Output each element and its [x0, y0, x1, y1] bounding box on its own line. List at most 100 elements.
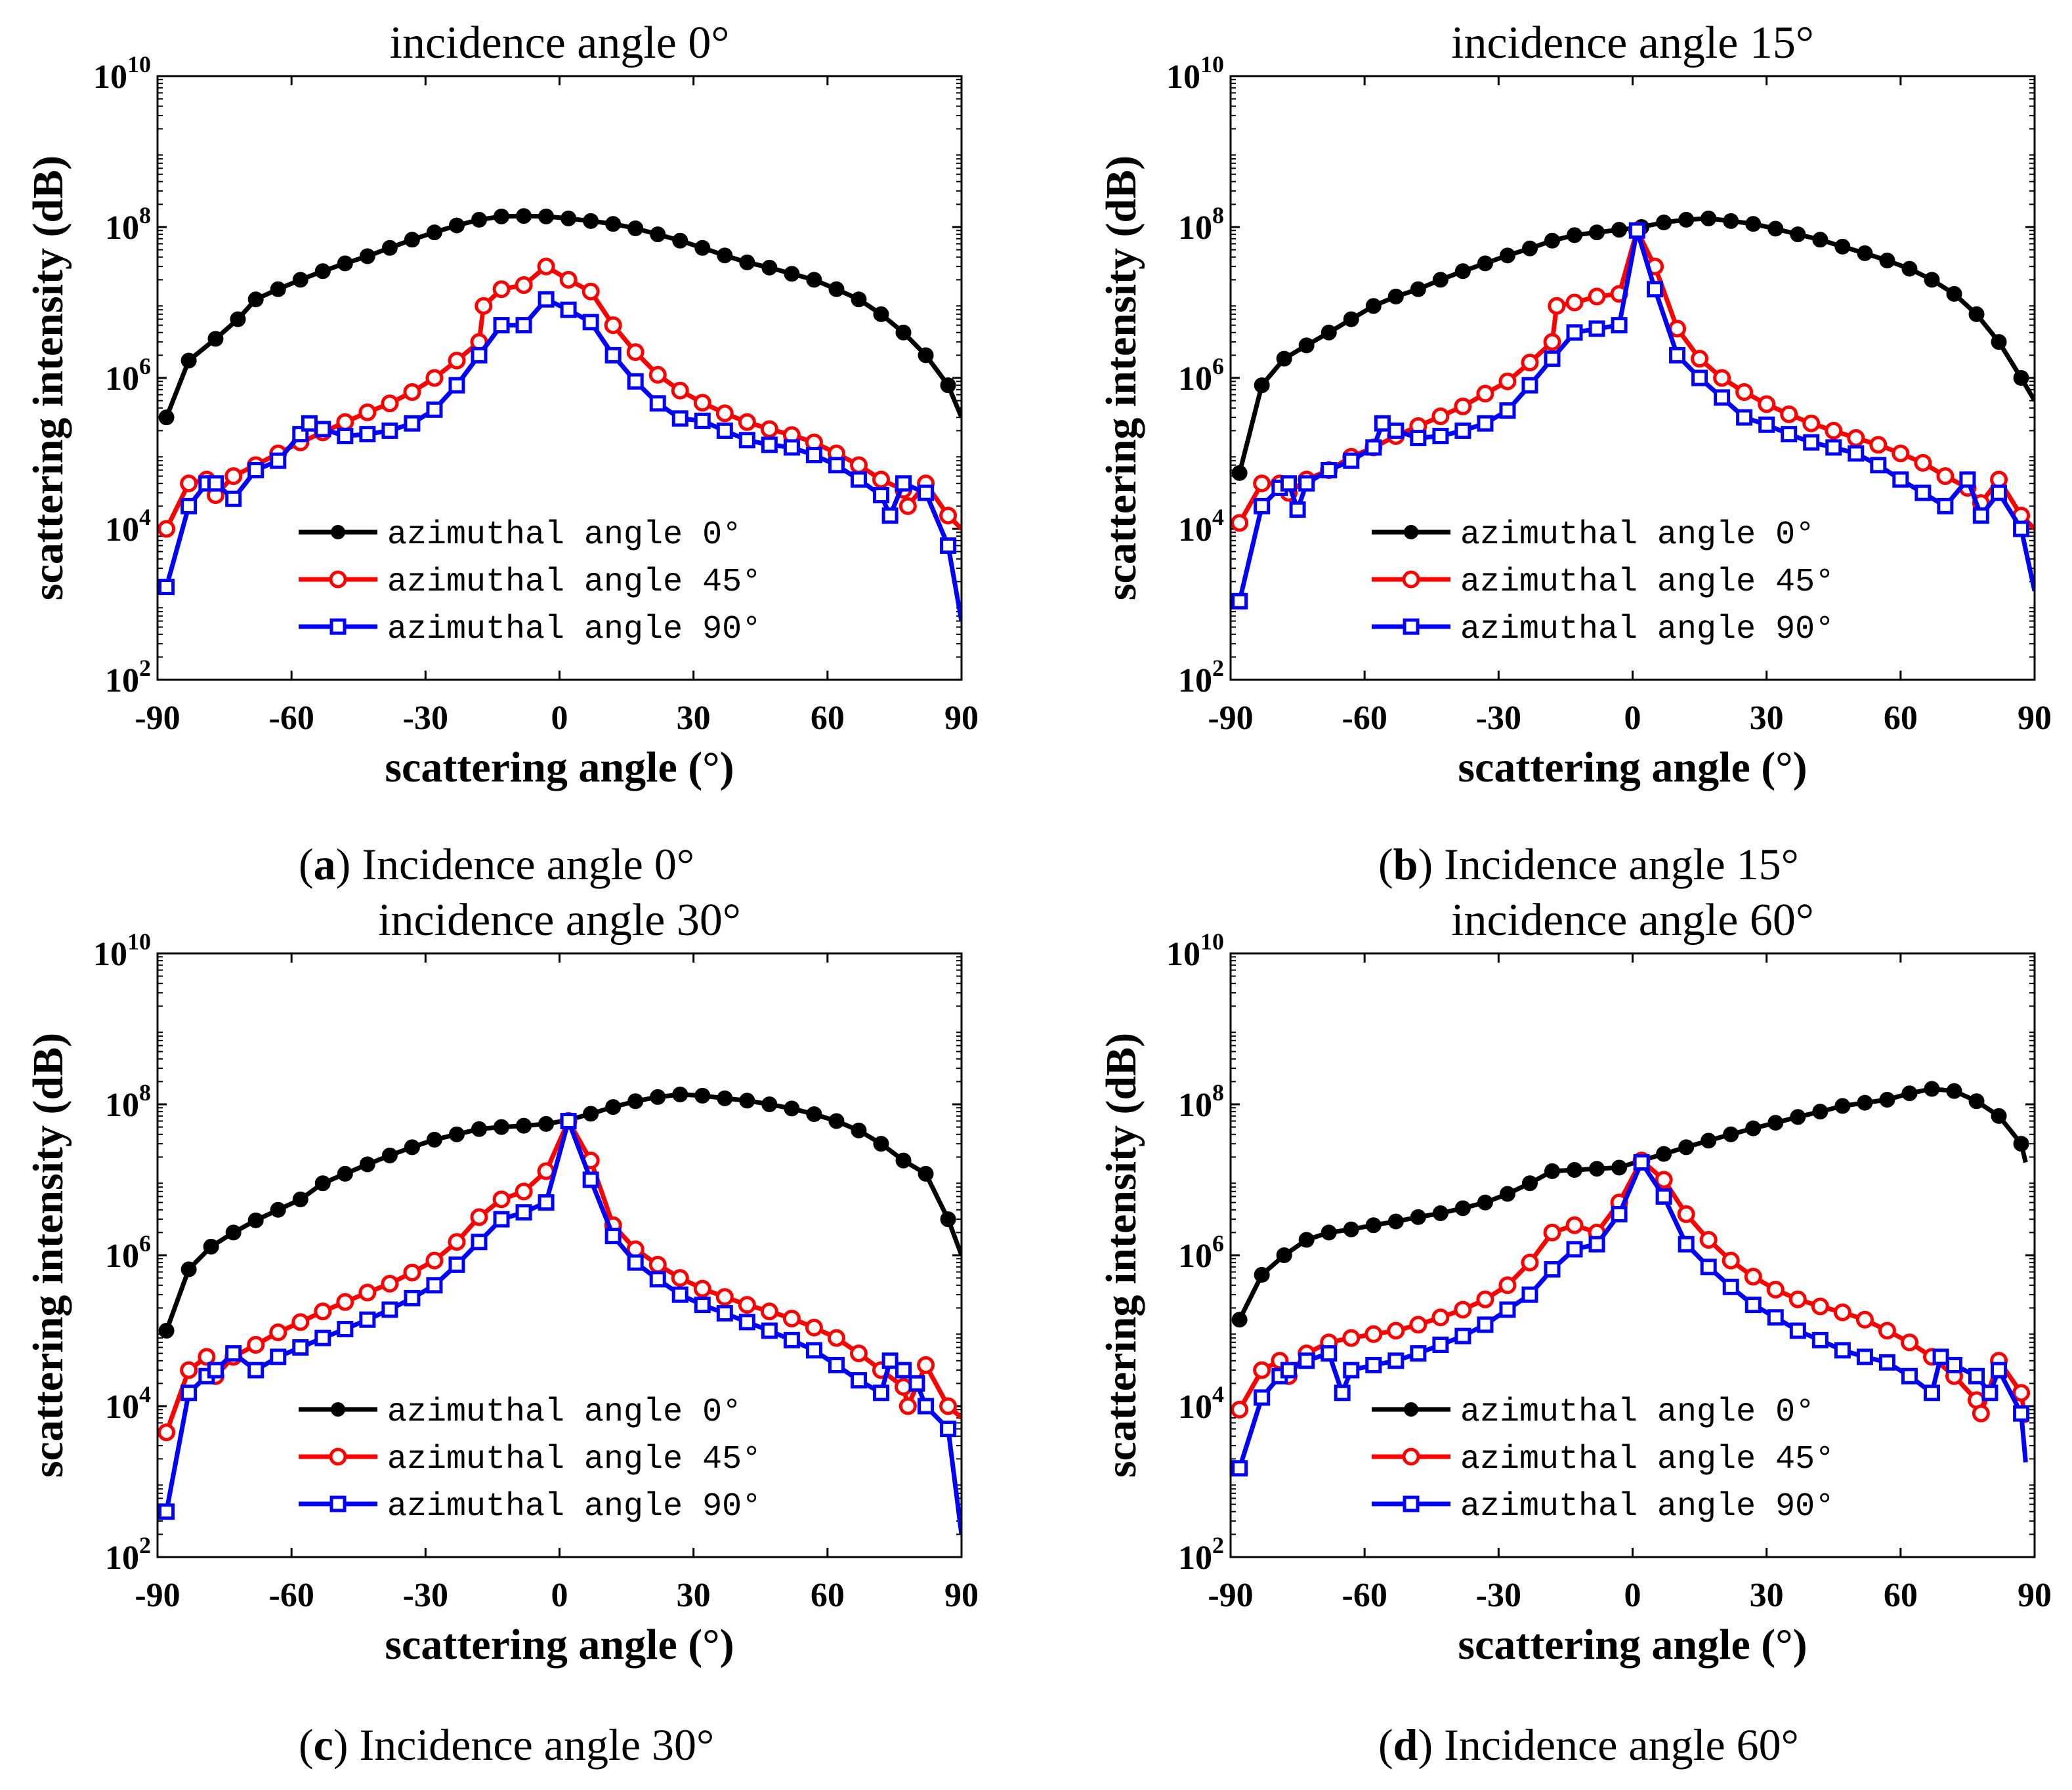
chart-panel-1: incidence angle 0° -90 -60 -30 0 30 60 90 102 104… — [24, 18, 979, 791]
data-point — [1968, 1367, 1985, 1384]
data-point — [672, 232, 688, 249]
data-point — [1713, 369, 1731, 387]
x-tick-label: 0 — [1624, 1577, 1641, 1614]
data-point — [269, 1323, 287, 1342]
data-point — [1387, 1213, 1404, 1230]
series-line — [164, 1119, 962, 1434]
data-point — [805, 1342, 822, 1359]
data-point — [224, 467, 243, 486]
data-point — [381, 422, 398, 439]
data-point — [1431, 1308, 1450, 1327]
data-point — [1543, 1223, 1561, 1241]
data-point — [198, 1348, 216, 1366]
x-tick-label: -60 — [1342, 1577, 1387, 1614]
y-tick-label: 104 — [1178, 1381, 1224, 1426]
data-point — [783, 439, 800, 456]
data-point — [493, 1211, 510, 1228]
x-tick-label: 60 — [1884, 699, 1918, 737]
data-point — [448, 351, 466, 369]
data-point — [1432, 427, 1449, 444]
y-tick-label: 1010 — [93, 51, 151, 96]
data-point — [738, 432, 755, 449]
data-point — [1476, 385, 1494, 403]
subcaption-b: (b) Incidence angle 15° — [1378, 839, 1799, 889]
data-point — [605, 216, 622, 232]
data-point — [1834, 1098, 1851, 1114]
data-point — [1924, 272, 1940, 288]
data-point — [180, 352, 197, 369]
data-point — [1655, 1171, 1673, 1189]
data-point — [1499, 1301, 1516, 1318]
x-axis-label: scattering angle (°) — [1458, 1621, 1807, 1669]
x-tick-label: -30 — [1476, 1577, 1521, 1614]
series-az45 — [158, 1112, 962, 1442]
legend-label: azimuthal angle 90° — [387, 611, 761, 648]
data-point — [1946, 285, 1962, 302]
data-point — [1387, 422, 1405, 439]
data-point — [828, 281, 845, 297]
data-point — [314, 421, 331, 438]
data-point — [1611, 1205, 1628, 1222]
y-axis-label: scattering intensity (dB) — [24, 156, 72, 600]
data-point — [1611, 317, 1628, 334]
data-point — [493, 317, 510, 334]
legend-marker — [1404, 1402, 1418, 1417]
y-tick-label: 104 — [105, 1381, 151, 1426]
data-point — [270, 1348, 287, 1365]
data-point — [1544, 232, 1560, 249]
data-point — [1521, 377, 1538, 394]
data-point — [1544, 350, 1561, 367]
data-point — [1231, 1460, 1248, 1477]
data-point — [1766, 1280, 1785, 1299]
data-point — [828, 1113, 845, 1129]
legend-label: azimuthal angle 0° — [1460, 516, 1815, 554]
x-tick-label: -90 — [1208, 1577, 1253, 1614]
x-tick-label: 60 — [1884, 1577, 1918, 1614]
data-point — [671, 410, 688, 427]
data-point — [471, 1234, 488, 1251]
data-point — [583, 213, 599, 229]
data-point — [1543, 333, 1561, 351]
data-point — [1387, 1352, 1405, 1369]
data-point — [1253, 474, 1271, 493]
data-point — [1924, 1081, 1940, 1097]
data-point — [381, 1147, 398, 1163]
data-point — [1968, 306, 1985, 322]
data-point — [207, 475, 224, 492]
data-point — [1656, 215, 1672, 231]
x-tick-label: 60 — [811, 1577, 845, 1614]
data-point — [1790, 1109, 1806, 1125]
data-point — [881, 1352, 899, 1369]
data-point — [1678, 211, 1695, 228]
series-az0 — [1231, 1081, 2029, 1328]
data-point — [650, 226, 666, 243]
plot-frame — [156, 952, 963, 1558]
data-point — [1343, 452, 1360, 469]
data-point — [1477, 415, 1494, 432]
data-point — [1365, 439, 1382, 456]
data-point — [1628, 222, 1645, 239]
data-point — [404, 232, 420, 248]
chart-title: incidence angle 15° — [1451, 18, 1814, 68]
data-point — [716, 1304, 733, 1322]
data-point — [471, 346, 488, 364]
data-point — [1789, 1322, 1806, 1339]
data-point — [784, 266, 800, 282]
data-point — [805, 1318, 823, 1337]
data-point — [1780, 405, 1798, 423]
data-point — [1847, 429, 1865, 448]
data-point — [1758, 416, 1775, 433]
chart-panel-2: incidence angle 15° -90 -60 -30 0 30 60 90 102 10… — [1097, 18, 2052, 791]
data-point — [1968, 1093, 1985, 1110]
data-point — [1410, 1209, 1426, 1225]
data-point — [1231, 514, 1249, 532]
data-point — [1254, 377, 1270, 394]
data-point — [359, 248, 375, 264]
data-point — [1767, 220, 1784, 237]
data-point — [492, 1190, 511, 1209]
data-point — [180, 1384, 198, 1402]
data-point — [940, 1211, 956, 1228]
data-point — [715, 1288, 734, 1306]
data-point — [1825, 439, 1842, 456]
data-point — [873, 1384, 889, 1402]
